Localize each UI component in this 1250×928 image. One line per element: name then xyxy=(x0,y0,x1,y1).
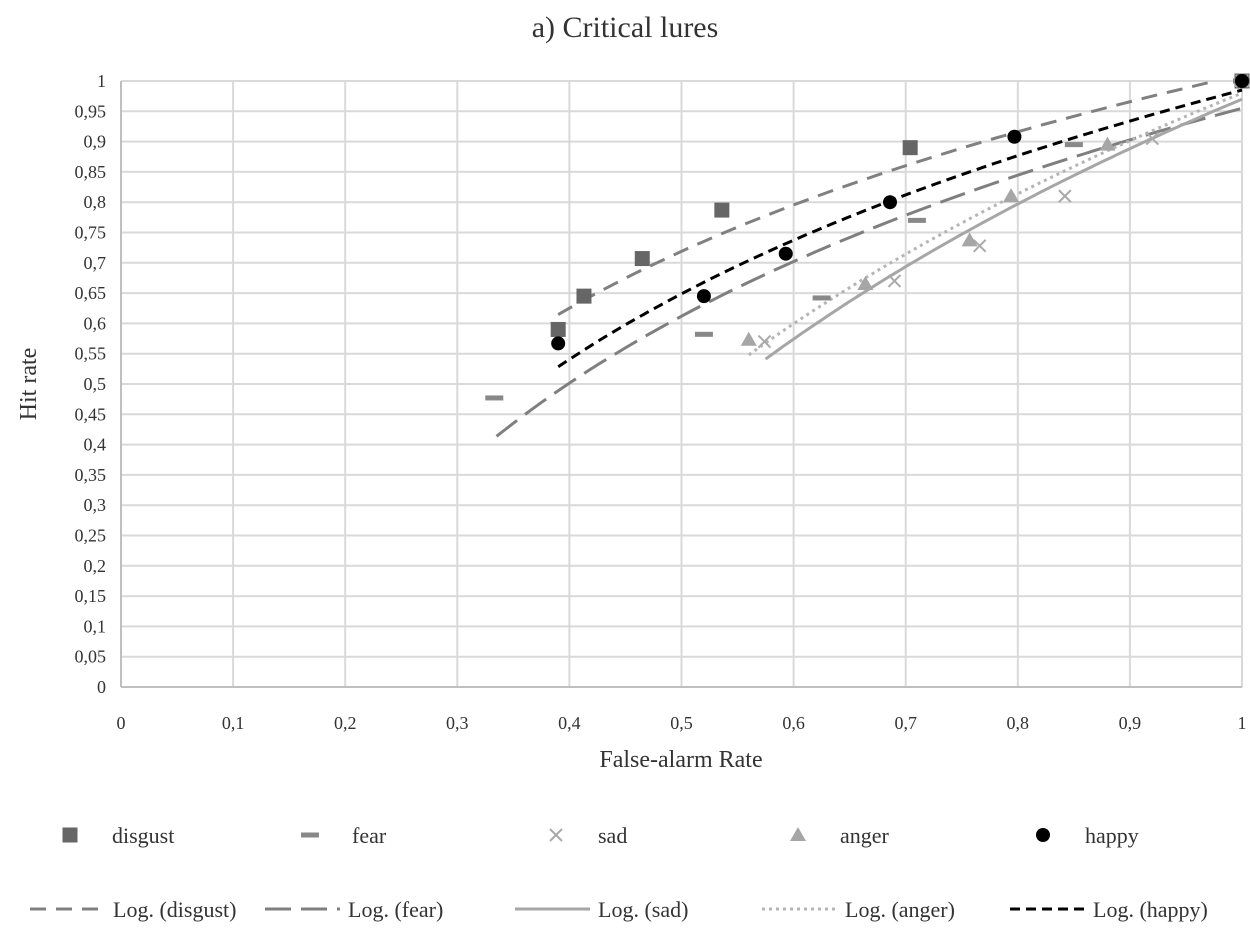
point-fear xyxy=(907,217,926,223)
x-tick-label: 0,1 xyxy=(222,713,245,733)
trendline-loghappy xyxy=(557,88,1243,369)
point-disgust xyxy=(634,251,650,267)
x-tick-label: 0 xyxy=(117,713,126,733)
data-points xyxy=(485,73,1250,401)
x-tick-label: 0,7 xyxy=(894,713,917,733)
x-tick-label: 0,4 xyxy=(558,713,581,733)
y-tick-label: 0,9 xyxy=(84,132,107,152)
point-fear xyxy=(812,295,831,301)
legend-marker-sad xyxy=(549,828,563,842)
y-tick-label: 0,35 xyxy=(75,465,107,485)
trendline-logfear xyxy=(495,106,1243,438)
legend-marker-happy xyxy=(1036,828,1050,842)
y-tick-label: 0,6 xyxy=(84,313,107,333)
y-tick-labels: 0 0,05 0,1 0,15 0,2 0,25 0,3 0,35 0,4 0,45 0,5 0,55… xyxy=(75,71,107,697)
x-tick-label: 0,2 xyxy=(334,713,357,733)
x-tick-label: 0,9 xyxy=(1119,713,1142,733)
y-axis-title: Hit rate xyxy=(16,348,42,421)
y-tick-label: 1 xyxy=(97,71,106,91)
legend-label-anger: anger xyxy=(840,823,890,848)
legend-label-fear: fear xyxy=(352,823,387,848)
point-anger xyxy=(961,232,978,247)
point-disgust xyxy=(714,202,730,218)
y-tick-label: 0,85 xyxy=(75,162,107,182)
y-tick-label: 0,65 xyxy=(75,283,107,303)
point-sad xyxy=(972,239,987,253)
point-fear xyxy=(485,395,504,401)
legend-label-sad: sad xyxy=(598,823,627,848)
y-tick-label: 0,1 xyxy=(84,616,107,636)
x-tick-label: 1 xyxy=(1238,713,1247,733)
chart-title: a) Critical lures xyxy=(532,11,719,44)
point-sad xyxy=(1145,131,1160,146)
legend-marker-anger xyxy=(790,827,806,841)
y-tick-label: 0,5 xyxy=(84,374,107,394)
y-tick-label: 0,8 xyxy=(84,192,107,212)
point-fear xyxy=(694,331,713,337)
legend-label-disgust: disgust xyxy=(112,823,174,848)
point-sad xyxy=(757,334,772,349)
x-tick-label: 0,6 xyxy=(782,713,805,733)
x-tick-label: 0,3 xyxy=(446,713,469,733)
y-tick-label: 0,15 xyxy=(75,586,107,606)
point-sad xyxy=(1058,189,1072,203)
legend-marker-fear xyxy=(301,832,319,838)
point-happy xyxy=(696,289,711,304)
y-tick-label: 0,7 xyxy=(84,253,107,273)
x-axis-title: False-alarm Rate xyxy=(599,747,762,773)
point-disgust xyxy=(902,140,918,156)
point-disgust xyxy=(576,288,592,304)
legend-label-logsad: Log. (sad) xyxy=(598,897,688,922)
y-tick-label: 0,95 xyxy=(75,101,107,121)
legend-label-logdisgust: Log. (disgust) xyxy=(113,897,236,922)
point-happy xyxy=(1235,74,1249,88)
point-happy xyxy=(551,336,566,351)
legend-marker-disgust xyxy=(62,827,78,843)
y-tick-label: 0,05 xyxy=(75,647,107,667)
point-anger xyxy=(1003,188,1020,203)
x-tick-label: 0,5 xyxy=(670,713,693,733)
y-tick-label: 0,4 xyxy=(84,435,107,455)
legend-label-loganger: Log. (anger) xyxy=(845,897,955,922)
x-tick-labels: 0 0,1 0,2 0,3 0,4 0,5 0,6 0,7 0,8 0,9 1 xyxy=(117,713,1247,733)
x-tick-label: 0,8 xyxy=(1007,713,1030,733)
y-tick-label: 0,25 xyxy=(75,526,107,546)
legend-label-loghappy: Log. (happy) xyxy=(1093,897,1208,922)
legend: disgust fear sad anger happy Log. (disgust) Lo… xyxy=(30,823,1208,922)
point-anger xyxy=(740,331,757,346)
point-anger xyxy=(1099,136,1116,151)
point-happy xyxy=(883,195,898,210)
point-sad xyxy=(887,274,902,288)
y-tick-label: 0 xyxy=(97,677,106,697)
y-tick-label: 0,45 xyxy=(75,404,107,424)
gridlines xyxy=(121,80,1243,687)
y-tick-label: 0,55 xyxy=(75,344,107,364)
legend-label-logfear: Log. (fear) xyxy=(348,897,443,922)
y-tick-label: 0,3 xyxy=(84,495,107,515)
legend-label-happy: happy xyxy=(1085,823,1139,848)
point-happy xyxy=(1007,129,1022,144)
point-anger xyxy=(857,276,874,291)
point-fear xyxy=(1064,142,1083,148)
trendline-loganger xyxy=(747,91,1243,357)
trendlines xyxy=(495,79,1243,438)
trendline-logsad xyxy=(764,97,1243,361)
y-tick-label: 0,75 xyxy=(75,223,107,243)
axes xyxy=(120,81,1242,688)
y-tick-label: 0,2 xyxy=(84,556,107,576)
trendline-logdisgust xyxy=(557,79,1217,316)
point-happy xyxy=(778,246,793,261)
point-disgust xyxy=(550,321,566,337)
